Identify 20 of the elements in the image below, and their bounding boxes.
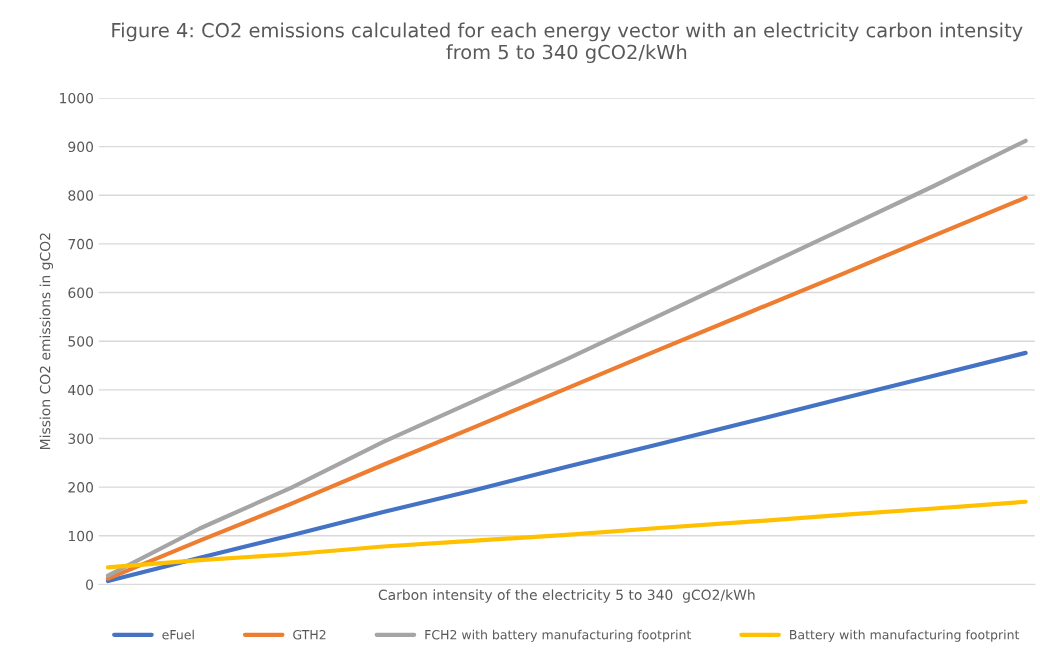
y-tick-label: 700 — [68, 238, 94, 250]
legend-label: GTH2 — [293, 629, 326, 640]
legend-label: Battery with manufacturing footprint — [790, 629, 1020, 642]
y-tick-label: 1000 — [60, 92, 94, 104]
y-tick-label: 600 — [68, 287, 94, 299]
y-tick-label: 100 — [68, 530, 94, 542]
y-tick-label: 500 — [68, 336, 94, 347]
line-series — [105, 499, 1028, 570]
y-tick-label: 200 — [68, 482, 94, 493]
y-tick-label: 300 — [68, 433, 94, 444]
y-tick-label: 0 — [86, 579, 94, 590]
x-axis-title: Carbon intensity of the electricity 5 to 340 gCO2/kWh — [378, 589, 755, 603]
y-axis-title: Mission CO2 emissions in gCO2 — [39, 233, 54, 449]
y-tick-label: 400 — [68, 384, 94, 396]
line-series — [105, 350, 1028, 584]
y-tick-label: 900 — [68, 141, 94, 153]
y-tick-label: 800 — [68, 190, 94, 201]
legend-label: eFuel — [162, 629, 194, 640]
chart-title: Figure 4: CO2 emissions calculated for each energy vector with an electricity carbon intensity from 5 to 340 gCO2/kWh — [112, 22, 1023, 64]
legend-label: FCH2 with battery manufacturing footprint — [425, 629, 692, 642]
